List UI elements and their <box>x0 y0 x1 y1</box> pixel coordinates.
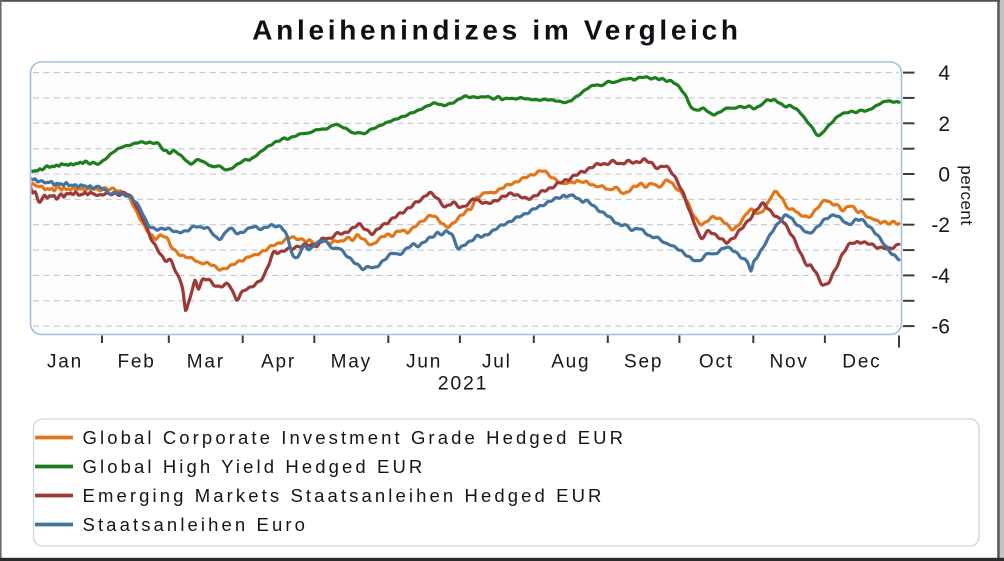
svg-text:-4: -4 <box>931 265 950 288</box>
svg-text:Aug: Aug <box>551 352 590 373</box>
svg-text:0: 0 <box>938 164 950 187</box>
svg-text:4: 4 <box>938 62 950 85</box>
svg-text:Sep: Sep <box>624 352 663 373</box>
svg-text:Jun: Jun <box>406 352 442 373</box>
svg-text:May: May <box>331 352 372 373</box>
svg-text:Anleihenindizes im Vergleich: Anleihenindizes im Vergleich <box>252 15 742 46</box>
svg-text:Feb: Feb <box>118 352 156 373</box>
svg-text:2021: 2021 <box>438 373 489 395</box>
svg-text:Apr: Apr <box>261 352 296 373</box>
svg-text:Staatsanleihen Euro: Staatsanleihen Euro <box>83 514 309 535</box>
svg-text:Jul: Jul <box>482 352 512 373</box>
svg-text:Jan: Jan <box>47 352 83 373</box>
svg-text:2: 2 <box>938 113 950 136</box>
svg-text:Mar: Mar <box>187 352 225 373</box>
svg-text:Nov: Nov <box>769 352 808 373</box>
svg-text:Dec: Dec <box>842 352 881 373</box>
svg-text:percent: percent <box>957 165 976 225</box>
svg-text:-2: -2 <box>931 214 950 237</box>
svg-text:Global High Yield Hedged EUR: Global High Yield Hedged EUR <box>83 456 426 477</box>
svg-text:Global Corporate Investment Gr: Global Corporate Investment Grade Hedged… <box>83 427 627 448</box>
svg-text:Emerging Markets Staatsanleihe: Emerging Markets Staatsanleihen Hedged E… <box>83 485 605 506</box>
svg-text:-6: -6 <box>931 316 950 339</box>
svg-text:Oct: Oct <box>699 352 734 373</box>
